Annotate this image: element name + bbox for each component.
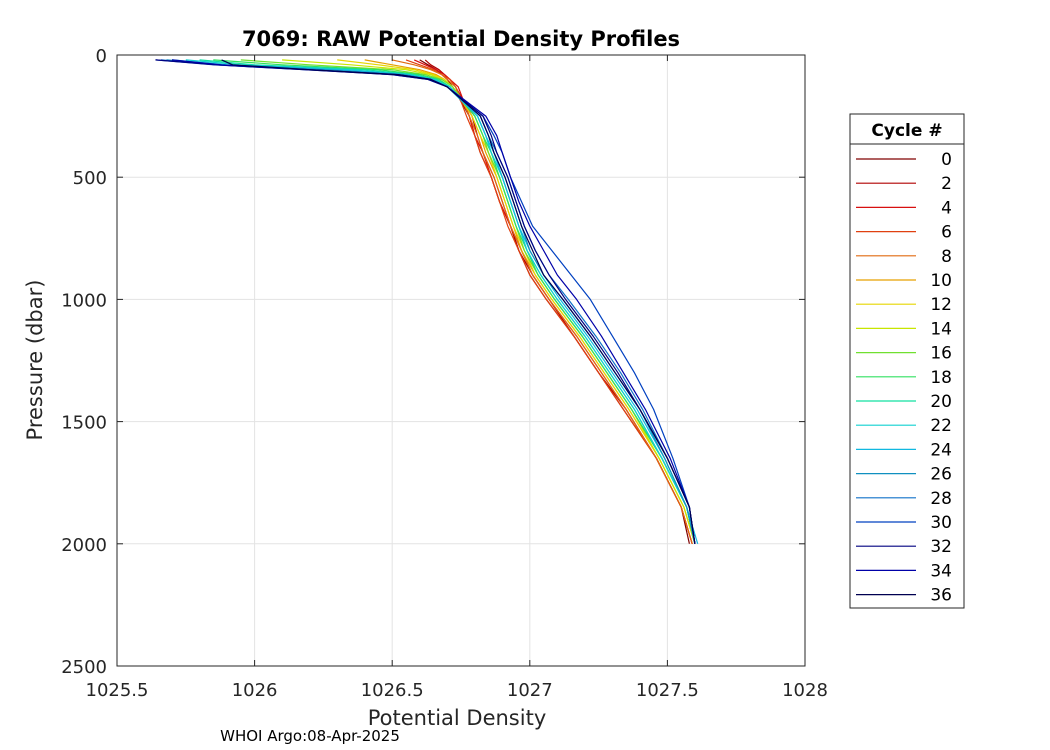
legend-label-cycle-34: 34 bbox=[930, 561, 952, 581]
x-tick-label: 1026 bbox=[232, 680, 278, 701]
legend-label-cycle-0: 0 bbox=[941, 150, 952, 170]
series-line-cycle-36 bbox=[221, 59, 696, 544]
x-tick-label: 1025.5 bbox=[86, 680, 149, 701]
series-lines bbox=[155, 59, 699, 544]
axes-background bbox=[117, 55, 805, 666]
legend-label-cycle-2: 2 bbox=[941, 174, 952, 194]
series-line-cycle-12 bbox=[337, 59, 696, 544]
grid-lines bbox=[116, 54, 806, 667]
series-line-cycle-32 bbox=[155, 59, 696, 544]
legend-label-cycle-36: 36 bbox=[930, 586, 952, 606]
legend-label-cycle-6: 6 bbox=[941, 223, 952, 243]
axes-frame bbox=[116, 54, 806, 667]
footer-credit: WHOI Argo:08-Apr-2025 bbox=[220, 727, 400, 745]
tick-marks bbox=[116, 54, 806, 667]
y-tick-label: 500 bbox=[73, 168, 107, 189]
legend-label-cycle-4: 4 bbox=[941, 198, 952, 218]
y-tick-label: 0 bbox=[96, 46, 107, 67]
series-line-cycle-8 bbox=[392, 59, 693, 544]
series-line-cycle-18 bbox=[213, 59, 696, 544]
x-axis-label: Potential Density bbox=[368, 706, 547, 730]
legend-label-cycle-30: 30 bbox=[930, 513, 952, 533]
y-tick-label: 1000 bbox=[61, 290, 107, 311]
legend-box bbox=[849, 113, 965, 609]
legend-label-cycle-10: 10 bbox=[930, 271, 952, 291]
y-axis-label: Pressure (dbar) bbox=[23, 280, 47, 441]
legend-label-cycle-26: 26 bbox=[930, 465, 952, 485]
y-tick-label: 1500 bbox=[61, 413, 107, 434]
x-tick-label: 1027 bbox=[507, 680, 553, 701]
x-tick-label: 1027.5 bbox=[636, 680, 699, 701]
x-tick-label: 1028 bbox=[782, 680, 828, 701]
legend-label-cycle-24: 24 bbox=[930, 440, 952, 460]
legend-label-cycle-20: 20 bbox=[930, 392, 952, 412]
legend-label-cycle-28: 28 bbox=[930, 489, 952, 509]
legend-title: Cycle # bbox=[871, 121, 942, 141]
x-tick-labels: 1025.5 1026 1026.5 1027 1027.5 1028 bbox=[86, 680, 828, 701]
legend: Cycle # 02468101214161820222426283032343… bbox=[849, 113, 965, 609]
legend-label-cycle-22: 22 bbox=[930, 416, 952, 436]
chart-title: 7069: RAW Potential Density Profiles bbox=[242, 27, 680, 51]
legend-label-cycle-18: 18 bbox=[930, 368, 952, 388]
y-tick-label: 2500 bbox=[61, 657, 107, 678]
series-line-cycle-6 bbox=[405, 59, 693, 544]
legend-label-cycle-32: 32 bbox=[930, 537, 952, 557]
x-tick-label: 1026.5 bbox=[361, 680, 424, 701]
legend-label-cycle-8: 8 bbox=[941, 247, 952, 267]
y-tick-label: 2000 bbox=[61, 535, 107, 556]
legend-label-cycle-14: 14 bbox=[930, 319, 952, 339]
legend-label-cycle-16: 16 bbox=[930, 344, 952, 364]
legend-label-cycle-12: 12 bbox=[930, 295, 952, 315]
y-tick-labels: 0 500 1000 1500 2000 2500 bbox=[61, 46, 107, 678]
plot-area: 1025.5 1026 1026.5 1027 1027.5 1028 0 500 1000 1… bbox=[61, 46, 828, 701]
